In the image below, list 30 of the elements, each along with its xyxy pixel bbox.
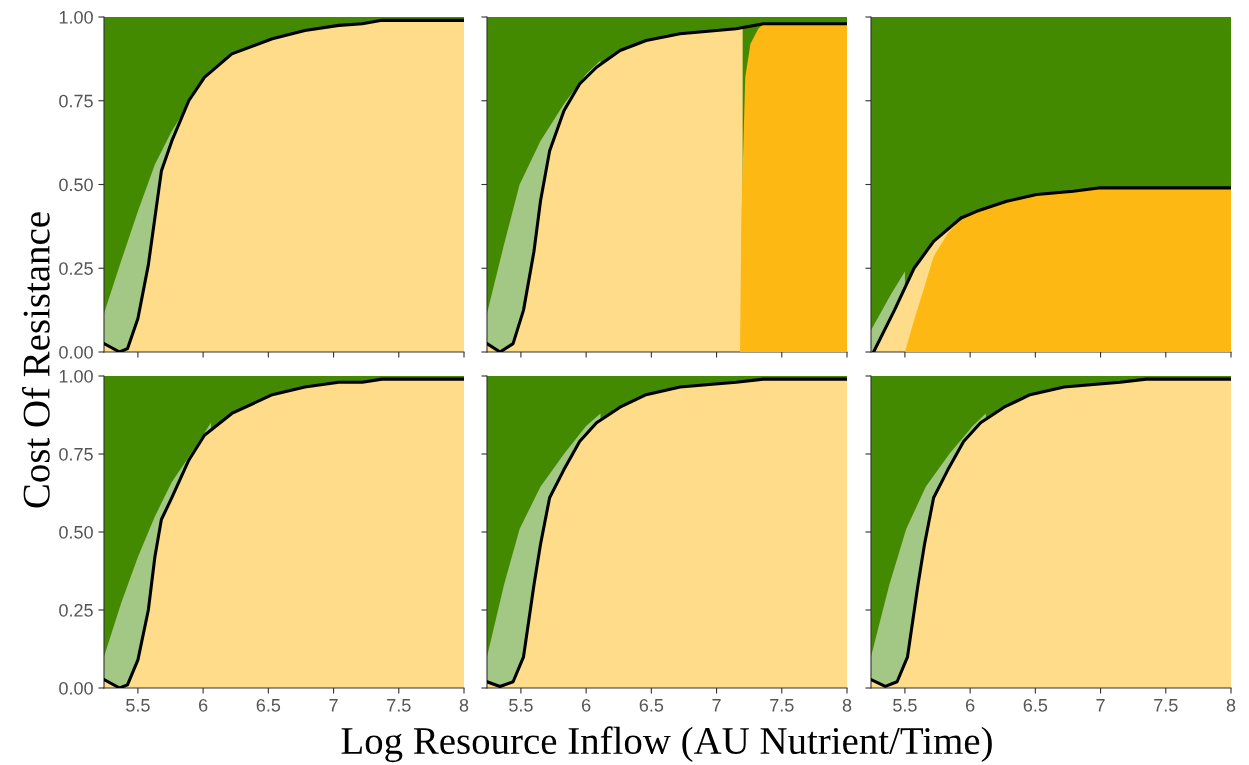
- y-tick-label: 0.25: [59, 603, 93, 617]
- x-tick-label: 7.5: [1154, 699, 1178, 712]
- y-tick-label: 0.00: [59, 681, 93, 695]
- y-tick-label: 0.75: [59, 447, 93, 461]
- x-axis-title: Log Resource Inflow (AU Nutrient/Time): [341, 726, 992, 763]
- x-tick-label: 6.5: [639, 698, 664, 712]
- x-tick-label: 7: [1096, 699, 1105, 712]
- y-tick-label: 0.50: [59, 178, 93, 192]
- y-tick-label: 0.50: [59, 525, 93, 539]
- y-tick-label: 0.25: [59, 262, 93, 275]
- x-tick-label: 5.5: [509, 699, 533, 712]
- x-tick-label: 6: [582, 698, 591, 712]
- x-tick-label: 5.5: [126, 699, 150, 712]
- y-tick-label: 0.00: [59, 345, 93, 359]
- x-tick-label: 6.5: [256, 698, 281, 712]
- x-tick-label: 6.5: [1023, 698, 1048, 712]
- x-tick-label: 7.5: [770, 699, 794, 712]
- y-tick-label: 1.00: [59, 369, 93, 383]
- x-tick-label: 8: [1226, 698, 1236, 712]
- y-tick-label: 0.75: [59, 94, 93, 108]
- x-tick-label: 8: [842, 698, 852, 712]
- x-tick-label: 5.5: [893, 699, 917, 712]
- x-tick-label: 7.5: [387, 699, 411, 712]
- x-tick-label: 7: [329, 699, 338, 712]
- x-tick-label: 6: [966, 698, 975, 712]
- x-tick-label: 8: [459, 698, 469, 712]
- x-tick-label: 7: [712, 699, 721, 712]
- y-axis-title: Cost Of Resistance: [21, 212, 50, 508]
- x-tick-label: 6: [199, 698, 208, 712]
- y-tick-label: 1.00: [59, 10, 93, 24]
